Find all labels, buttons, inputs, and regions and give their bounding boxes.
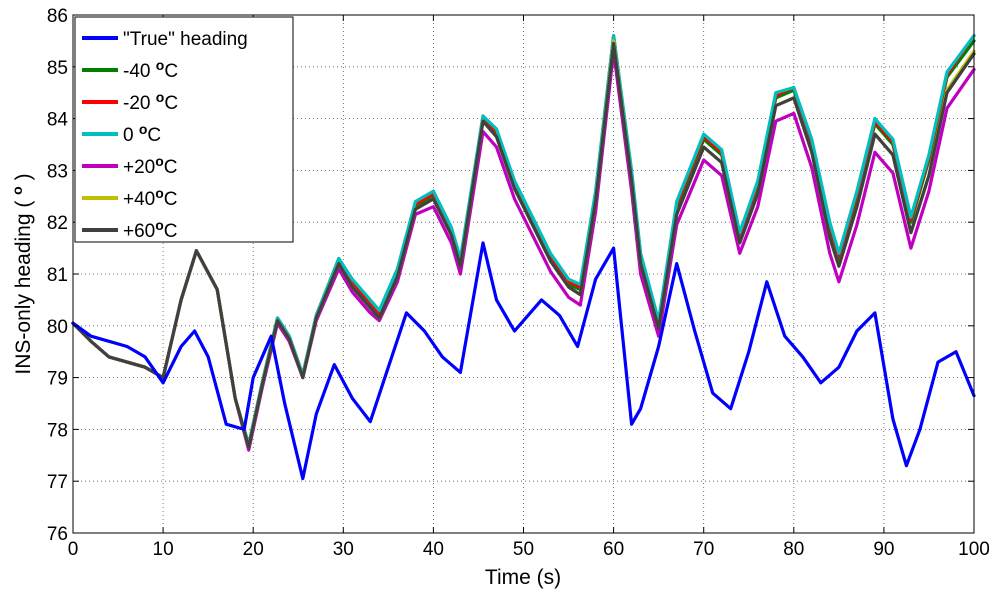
x-tick-label: 70 [693, 539, 714, 560]
series-group [71, 34, 976, 481]
y-tick-label: 85 [47, 58, 68, 79]
legend-label-p40: +40oC [123, 185, 178, 210]
x-axis-label: Time (s) [485, 566, 561, 589]
x-tick-label: 60 [603, 539, 624, 560]
series-line-true [71, 241, 976, 481]
y-tick-label: 76 [47, 524, 68, 545]
legend-label-m20: -20 oC [123, 89, 178, 114]
legend-label-true: "True" heading [123, 29, 248, 50]
y-tick-label: 81 [47, 265, 68, 286]
legend-label-p20: +20oC [123, 153, 178, 178]
x-tick-label: 80 [783, 539, 804, 560]
x-tick-label: 40 [423, 539, 444, 560]
legend-label-m40: -40 oC [123, 57, 178, 82]
legend-label-z0: 0 oC [123, 121, 161, 146]
y-tick-label: 83 [47, 161, 68, 182]
x-tick-label: 10 [153, 539, 174, 560]
y-tick-label: 79 [47, 369, 68, 390]
y-tick-label: 86 [47, 6, 68, 27]
y-tick-label: 78 [47, 420, 68, 441]
y-tick-label: 77 [47, 472, 68, 493]
legend-box [74, 16, 294, 243]
y-tick-label: 80 [47, 317, 68, 338]
x-tick-label: 20 [243, 539, 264, 560]
x-tick-label: 100 [958, 539, 990, 560]
x-tick-label: 50 [513, 539, 534, 560]
series-line-p60 [71, 41, 976, 450]
x-tick-label: 30 [333, 539, 354, 560]
x-tick-label: 90 [873, 539, 894, 560]
legend-label-p60: +60oC [123, 217, 178, 242]
y-axis-label: INS-only heading ( o ) [9, 173, 35, 374]
tick-group: 0 10 20 30 40 50 60 70 80 90 100 76 77 78 79 80 81 82 83 84… [47, 6, 990, 560]
x-tick-label: 0 [68, 539, 79, 560]
y-tick-label: 82 [47, 213, 68, 234]
y-tick-label: 84 [47, 110, 69, 131]
legend: "True" heading -40 oC -20 oC 0 oC +20oC +40o… [74, 16, 294, 243]
